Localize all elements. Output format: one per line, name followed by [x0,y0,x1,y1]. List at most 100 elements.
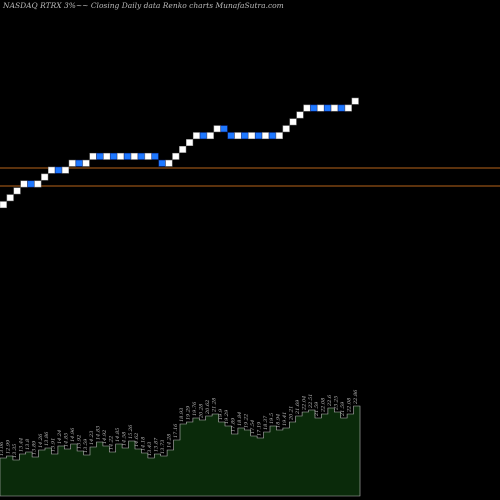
renko-brick-down [241,132,249,140]
volume-label: 14.22 [109,436,115,450]
renko-brick-down [27,180,35,188]
volume-label: 14.24 [57,430,63,444]
volume-label: 13.89 [31,440,37,455]
renko-brick-up [248,132,256,140]
renko-brick-down [137,152,145,160]
volume-label: 14.23 [89,431,95,445]
volume-label: 14.18 [141,437,147,451]
renko-brick-up [351,97,359,105]
renko-brick-up [41,173,49,181]
volume-label: 17.19 [256,421,262,436]
renko-brick-up [172,152,180,160]
volume-label: 18.94 [276,414,282,428]
renko-brick-down [54,166,63,174]
volume-label: 22.86 [353,389,359,405]
volume-label: 19.5 [269,413,275,424]
volume-label: 19.22 [244,414,250,428]
renko-brick-down [199,132,207,140]
renko-brick-up [296,111,304,119]
volume-label: 13.92 [76,435,82,449]
renko-brick-up [344,104,352,112]
volume-label: 13.06 [0,441,5,456]
renko-brick-down [255,132,263,140]
renko-brick-up [186,139,194,146]
renko-brick-up [289,118,297,126]
volume-area [0,405,361,497]
chart-title: NASDAQ RTRX 3%~~ Closing Daily data Renk… [3,1,284,10]
volume-label: 15.26 [128,424,134,439]
volume-label: 13.73 [160,440,166,454]
renko-brick-up [206,132,214,140]
renko-brick-up [0,201,7,209]
volume-label: 18.93 [179,408,185,422]
volume-label: 21.59 [314,401,320,417]
volume-label: 17.54 [250,420,256,434]
renko-brick-up [48,166,56,174]
volume-label: 13.44 [19,438,25,452]
volume-label: 20.62 [205,400,211,415]
volume-label: 14.96 [70,427,76,442]
renko-brick-up [234,132,242,140]
volume-label: 13.91 [51,438,57,452]
volume-label: 19.29 [186,405,192,420]
volume-label: 17.16 [173,423,179,438]
renko-brick-down [268,132,276,140]
volume-label: 21.59 [340,401,346,417]
volume-label: 13.35 [12,444,18,458]
volume-label: 22.04 [301,396,307,411]
volume-label: 14.62 [134,433,140,447]
volume-label: 20.21 [289,406,295,421]
volume-label: 18.84 [237,412,243,426]
volume-label: 14.92 [102,430,108,444]
renko-brick-up [282,125,290,133]
renko-brick-up [261,132,270,140]
renko-brick-up [275,132,283,140]
renko-brick-up [61,166,69,174]
volume-label: 12.99 [6,439,12,454]
renko-brick-up [330,104,339,112]
volume-label: 14.58 [121,432,127,446]
renko-brick-up [213,125,221,133]
renko-brick-down [96,152,104,160]
volume-label: 18.37 [263,415,269,430]
renko-brick-up [20,180,28,188]
renko-brick-up [317,104,325,112]
volume-label: 20.28 [199,404,205,419]
volume-label: 19.41 [282,412,288,426]
volume-label: 13.87 [154,437,160,452]
volume-label: 14.85 [64,433,70,447]
renko-brick-up [34,180,42,188]
volume-label: 22.08 [346,398,352,413]
renko-brick-down [151,152,159,160]
volume-label: 21.69 [295,399,301,415]
volume-label: 14.26 [38,433,44,448]
renko-brick-down [158,159,166,167]
renko-brick-up [89,152,97,160]
renko-brick-down [123,152,132,160]
volume-label: 19.29 [224,409,230,424]
renko-brick-up [82,159,90,167]
renko-brick-up [6,194,14,202]
renko-brick-down [337,104,345,112]
renko-brick-up [130,152,138,160]
volume-label: 14.83 [96,426,102,440]
renko-brick-up [13,187,21,195]
volume-label: 13.86 [44,431,50,446]
renko-brick-up [303,104,311,112]
renko-brick-down [310,104,318,112]
volume-label: 13.43 [147,442,153,456]
volume-label: 22.08 [321,398,327,413]
renko-brick-up [103,152,111,160]
volume-label: 22.51 [308,394,314,409]
renko-brick-up [192,132,201,140]
volume-label: 19.76 [192,401,198,416]
volume-label: 13.59 [83,438,89,453]
renko-brick-down [227,132,235,140]
volume-label: 19.9 [218,408,224,420]
renko-brick-down [110,152,118,160]
volume-label: 17.89 [231,417,237,432]
volume-label: 22.6 [327,394,333,407]
volume-label: 14.28 [166,434,172,448]
